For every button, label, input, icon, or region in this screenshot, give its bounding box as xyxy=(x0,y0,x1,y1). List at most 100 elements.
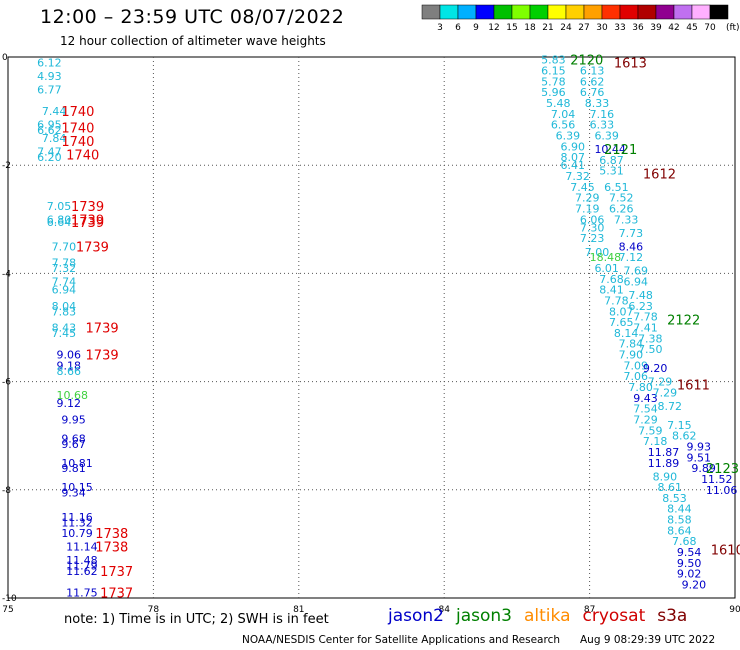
wave-height-label: 5.83 xyxy=(541,54,566,67)
wave-height-label: 7.78 xyxy=(633,311,658,324)
colorbar-swatch xyxy=(601,4,621,20)
pass-number-label: 1739 xyxy=(76,240,109,255)
colorbar-swatch xyxy=(493,4,513,20)
legend-entry-jason3: jason3 xyxy=(456,606,512,626)
colorbar-tick-label: 27 xyxy=(578,23,589,33)
wave-height-label: 7.45 xyxy=(52,327,76,340)
chart-subtitle: 12 hour collection of altimeter wave hei… xyxy=(60,34,326,48)
wave-height-label: 10.68 xyxy=(56,389,88,402)
y-tick-label: -10 xyxy=(2,594,17,604)
wave-height-label: 6.15 xyxy=(541,65,566,78)
pass-number-label: 1740 xyxy=(66,148,99,163)
wave-height-label: 11.75 xyxy=(66,587,98,600)
wave-height-label: 9.02 xyxy=(677,568,702,581)
wave-height-label: 7.29 xyxy=(653,386,678,399)
colorbar-swatch xyxy=(547,4,567,20)
wave-height-label: 6.39 xyxy=(556,129,581,142)
credit-line: NOAA/NESDIS Center for Satellite Applica… xyxy=(242,634,560,646)
wave-height-label: 7.47 xyxy=(37,146,62,159)
wave-height-label: 7.32 xyxy=(52,262,76,275)
colorbar-tick-label: 15 xyxy=(506,23,517,33)
wave-height-label: 7.78 xyxy=(604,294,629,307)
x-tick-label: 90 xyxy=(729,605,740,615)
wave-height-label: 7.74 xyxy=(52,276,76,289)
wave-height-label: 9.54 xyxy=(677,546,702,559)
wave-height-label: 6.26 xyxy=(609,202,634,215)
wave-height-label: 6.94 xyxy=(624,276,649,289)
wave-height-label: 6.01 xyxy=(594,262,619,275)
pass-number-label: 1739 xyxy=(71,216,104,231)
pass-number-label: 1737 xyxy=(100,565,133,580)
wave-height-label: 7.23 xyxy=(580,232,605,245)
wave-height-label: 7.44 xyxy=(42,105,67,118)
legend-entry-altika: altika xyxy=(524,606,571,626)
wave-height-label: 7.69 xyxy=(624,265,649,278)
wave-height-label: 6.06 xyxy=(580,213,605,226)
wave-height-label: 5.48 xyxy=(546,97,571,110)
wave-height-label: 10.44 xyxy=(594,143,626,156)
wave-height-label: 7.59 xyxy=(638,424,663,437)
wave-height-label: 7.29 xyxy=(648,376,673,389)
pass-number-label: 1739 xyxy=(86,322,119,337)
legend-entry-cryosat: cryosat xyxy=(582,606,646,626)
colorbar-swatch xyxy=(637,4,657,20)
wave-height-label: 11.89 xyxy=(648,457,680,470)
wave-height-label: 6.95 xyxy=(37,119,62,132)
pass-number-label: 1740 xyxy=(61,135,94,150)
x-tick-label: 75 xyxy=(2,605,13,615)
wave-height-label: 9.12 xyxy=(56,397,81,410)
colorbar-swatch xyxy=(709,4,729,20)
wave-height-label: 6.76 xyxy=(580,86,605,99)
pass-number-label: 1738 xyxy=(95,541,128,556)
wave-height-label: 9.93 xyxy=(687,441,712,454)
colorbar-swatch xyxy=(565,4,585,20)
colorbar-swatch xyxy=(439,4,459,20)
wave-height-label: 11.87 xyxy=(648,446,680,459)
colorbar-tick-label: 45 xyxy=(686,23,697,33)
colorbar-tick-label: 33 xyxy=(614,23,625,33)
wave-height-label: 9.67 xyxy=(61,438,86,451)
wave-height-label: 7.84 xyxy=(42,132,67,145)
wave-height-label: 7.05 xyxy=(47,200,71,213)
wave-height-label: 9.20 xyxy=(682,578,707,591)
colorbar-swatch xyxy=(619,4,639,20)
wave-height-label: 11.32 xyxy=(61,516,93,529)
pass-number-label: 1738 xyxy=(95,527,128,542)
pass-number-label: 1740 xyxy=(61,105,94,120)
wave-height-label: 6.77 xyxy=(37,83,62,96)
wave-height-label: 9.34 xyxy=(61,487,86,500)
wave-height-label: 8.61 xyxy=(657,481,682,494)
x-tick-label: 84 xyxy=(438,605,450,615)
wave-height-label: 6.33 xyxy=(590,119,615,132)
pass-number-label: 2120 xyxy=(570,54,603,69)
colorbar-tick-label: 42 xyxy=(668,23,679,33)
colorbar-tick-label: 9 xyxy=(473,23,479,33)
satellite-legend: jason2 jason3 altika cryosat s3a xyxy=(388,606,699,626)
wave-height-label: 11.62 xyxy=(66,565,98,578)
wave-height-label: 7.29 xyxy=(633,413,658,426)
wave-height-label: 11.48 xyxy=(66,554,98,567)
wave-height-label: 7.80 xyxy=(628,381,653,394)
wave-height-label: 6.39 xyxy=(594,129,619,142)
wave-height-label: 6.62 xyxy=(37,124,62,137)
wave-height-label: 8.14 xyxy=(614,327,639,340)
wave-height-label: 6.64 xyxy=(47,216,71,229)
wave-height-label: 8.90 xyxy=(653,470,678,483)
y-tick-label: -2 xyxy=(2,161,11,171)
pass-number-label: 2121 xyxy=(604,143,637,158)
x-tick-label: 87 xyxy=(584,605,595,615)
wave-height-label: 7.70 xyxy=(52,240,76,253)
wave-height-label: 9.50 xyxy=(677,557,702,570)
wave-height-label: 8.72 xyxy=(657,400,682,413)
wave-height-label: 7.16 xyxy=(590,108,615,121)
wave-height-label: 6.41 xyxy=(561,159,586,172)
wave-height-label: 6.56 xyxy=(551,119,576,132)
colorbar-swatch xyxy=(421,4,441,20)
wave-height-label: 8.41 xyxy=(599,284,624,297)
wave-height-label: 7.83 xyxy=(52,305,76,318)
colorbar-unit-label: (ft) xyxy=(726,23,740,33)
pass-number-label: 1739 xyxy=(71,200,104,215)
wave-height-label: 6.23 xyxy=(628,300,653,313)
wave-height-label: 6.94 xyxy=(52,284,76,297)
wave-height-label: 9.95 xyxy=(61,413,86,426)
